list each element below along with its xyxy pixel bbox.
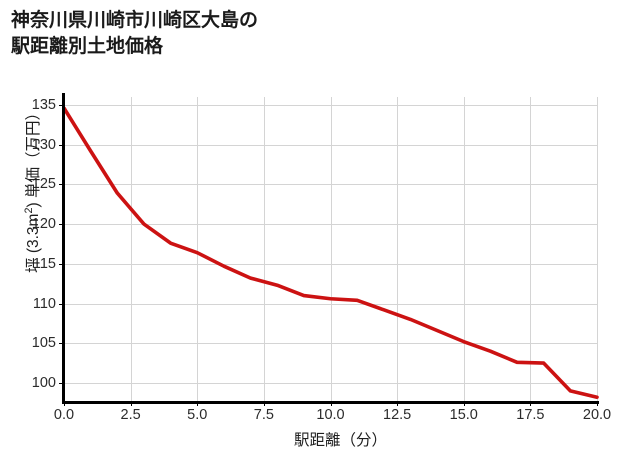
- gridline-x-20.0: [597, 97, 598, 402]
- y-tick-mark-130: [59, 144, 64, 146]
- gridline-x-15.0: [464, 97, 465, 402]
- x-tick-label-0.0: 0.0: [53, 407, 75, 423]
- plot-area: [62, 97, 599, 402]
- x-tick-label-15.0: 15.0: [449, 407, 478, 423]
- series-坪単価-line: [62, 106, 599, 400]
- x-tick-mark-17.5: [530, 402, 532, 406]
- x-tick-label-2.5: 2.5: [120, 407, 141, 423]
- x-tick-mark-15.0: [463, 402, 465, 406]
- gridline-x-7.5: [264, 97, 265, 402]
- y-axis-line: [62, 93, 65, 404]
- y-tick-label-120: 120: [31, 216, 56, 233]
- page-title: 神奈川県川崎市川崎区大島の 駅距離別土地価格: [11, 10, 259, 57]
- y-tick-label-125: 125: [31, 176, 56, 193]
- x-tick-label-7.5: 7.5: [253, 407, 274, 423]
- gridline-x-2.5: [131, 97, 132, 402]
- y-tick-mark-135: [59, 104, 64, 106]
- y-tick-label-110: 110: [32, 295, 56, 312]
- x-axis-label-text: 駅距離（分）: [293, 432, 387, 449]
- y-tick-mark-120: [59, 224, 64, 226]
- x-tick-mark-5.0: [197, 402, 199, 406]
- y-tick-label-115: 115: [32, 255, 56, 272]
- x-tick-label-17.5: 17.5: [516, 407, 545, 423]
- x-tick-mark-2.5: [130, 402, 132, 406]
- x-tick-label-5.0: 5.0: [187, 407, 208, 423]
- y-tick-mark-100: [59, 382, 64, 384]
- x-tick-mark-10.0: [330, 402, 332, 406]
- gridline-y-110: [64, 304, 597, 305]
- plot-background: [64, 97, 597, 402]
- y-tick-label-105: 105: [31, 335, 56, 352]
- gridline-y-120: [64, 224, 597, 225]
- y-axis-label: 坪 (3.3m2) 単価（万円）: [21, 59, 43, 319]
- y-tick-mark-105: [59, 343, 64, 345]
- gridline-x-17.5: [530, 97, 531, 402]
- y-axis-label-superscript: 2: [22, 207, 35, 214]
- gridline-y-100: [64, 383, 597, 384]
- gridline-y-125: [64, 184, 597, 185]
- gridline-x-10.0: [331, 97, 332, 402]
- y-tick-mark-110: [59, 303, 64, 305]
- y-tick-label-100: 100: [31, 374, 56, 391]
- series-line-chart: [62, 106, 599, 400]
- x-tick-label-10.0: 10.0: [316, 407, 345, 423]
- gridline-y-115: [64, 264, 597, 265]
- x-axis-label: 駅距離（分）: [0, 428, 621, 450]
- gridline-y-105: [64, 343, 597, 344]
- y-axis-label-suffix: ) 単価（万円）: [25, 105, 42, 208]
- x-tick-label-20.0: 20.0: [582, 407, 612, 423]
- x-tick-label-12.5: 12.5: [383, 407, 412, 423]
- y-tick-label-135: 135: [31, 96, 56, 113]
- gridline-y-135: [64, 105, 597, 106]
- y-tick-label-130: 130: [31, 136, 56, 153]
- y-tick-mark-115: [59, 263, 64, 265]
- y-axis-label-prefix: 坪 (3.3m: [25, 213, 42, 273]
- x-tick-mark-20.0: [597, 402, 598, 406]
- x-tick-mark-12.5: [397, 402, 399, 406]
- gridline-x-12.5: [397, 97, 398, 402]
- y-axis-tick-labels: 100 105 110 115 120 125 130 135: [8, 0, 56, 465]
- x-tick-mark-7.5: [263, 402, 265, 406]
- gridline-y-130: [64, 145, 597, 146]
- x-tick-mark-0.0: [64, 402, 65, 406]
- gridline-x-5.0: [197, 97, 198, 402]
- y-tick-mark-125: [59, 184, 64, 186]
